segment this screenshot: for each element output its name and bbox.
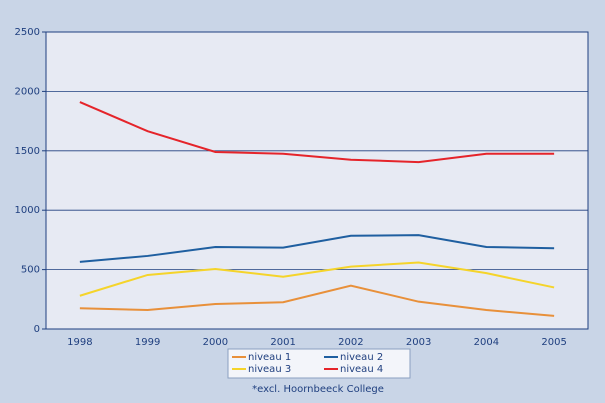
footnote: *excl. Hoornbeeck College xyxy=(252,384,384,395)
line xyxy=(79,284,555,317)
x-tick-label: 2002 xyxy=(338,337,363,348)
x-tick-label: 1999 xyxy=(135,337,160,348)
y-tick-label: 2500 xyxy=(15,27,40,38)
legend xyxy=(227,348,411,379)
y-tick-label: 500 xyxy=(21,265,40,276)
line xyxy=(79,234,555,263)
y-tick-label: 2000 xyxy=(15,86,40,97)
y-tick-label: 1500 xyxy=(15,146,40,157)
x-tick-label: 2000 xyxy=(203,337,228,348)
x-tick-label: 2005 xyxy=(541,337,566,348)
x-tick-label: 2001 xyxy=(270,337,295,348)
legend-label: niveau 2 xyxy=(340,352,383,363)
legend-label: niveau 3 xyxy=(248,364,291,375)
plot-area xyxy=(45,31,589,330)
line xyxy=(79,261,555,297)
x-tick-label: 1998 xyxy=(67,337,92,348)
legend-label: niveau 1 xyxy=(248,352,291,363)
line xyxy=(79,101,555,164)
legend-label: niveau 4 xyxy=(340,364,383,375)
x-tick-label: 2003 xyxy=(406,337,431,348)
y-tick-label: 0 xyxy=(34,324,40,335)
x-tick-label: 2004 xyxy=(474,337,499,348)
y-tick-label: 1000 xyxy=(15,205,40,216)
